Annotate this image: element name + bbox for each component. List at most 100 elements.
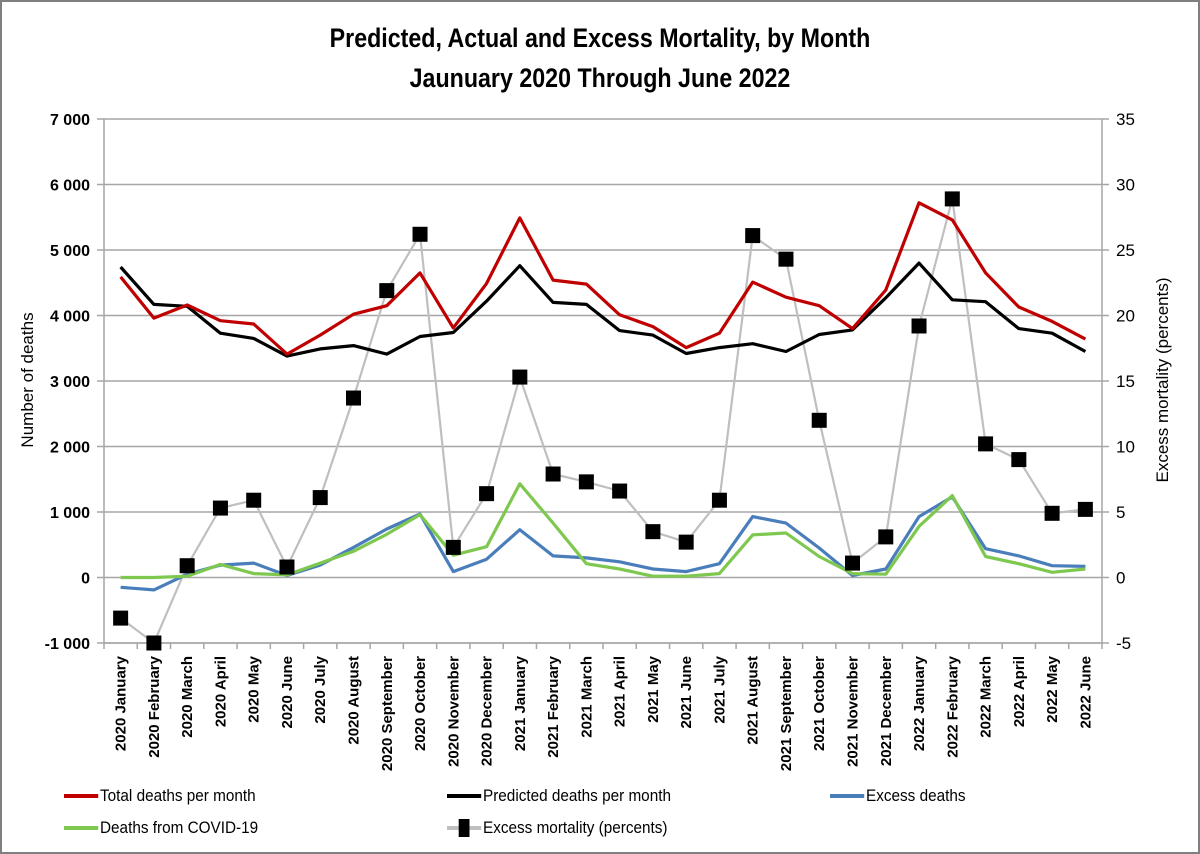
excess-percent-marker xyxy=(645,524,661,540)
x-category-label: 2020 December xyxy=(479,656,496,766)
series-line-excess-deaths xyxy=(120,495,1086,592)
legend-label: Deaths from COVID-19 xyxy=(100,818,259,837)
y-tick-label: 4 000 xyxy=(50,309,90,326)
x-category-label: 2021 January xyxy=(512,655,529,751)
excess-percent-marker xyxy=(212,500,228,516)
x-category-label: 2020 June xyxy=(279,656,296,729)
y2-tick-label: 0 xyxy=(1116,569,1125,588)
x-category-label: 2022 May xyxy=(1044,655,1061,722)
x-category-label: 2021 October xyxy=(811,656,828,751)
excess-percent-marker xyxy=(944,191,960,207)
excess-percent-marker xyxy=(346,390,361,406)
series-line-excess-mortality-percents xyxy=(119,197,1086,645)
y2-tick-label: 30 xyxy=(1116,176,1135,195)
x-category-label: 2021 May xyxy=(645,655,662,722)
excess-percent-marker xyxy=(445,539,461,555)
y-axis-label: Number of deaths xyxy=(18,312,37,447)
y2-tick-label: 35 xyxy=(1116,110,1135,129)
legend-swatch xyxy=(447,794,482,798)
x-category-label: 2021 March xyxy=(578,656,595,738)
x-category-label: 2021 December xyxy=(878,656,895,766)
series-line-total-deaths-per-month xyxy=(119,201,1087,356)
series-line-deaths-from-covid-19 xyxy=(120,482,1086,580)
x-category-label: 2022 January xyxy=(911,655,928,751)
x-category-label: 2020 February xyxy=(146,655,163,757)
y-tick-label: 2 000 xyxy=(50,440,90,457)
x-category-label: 2020 May xyxy=(246,655,263,722)
series-line-predicted-deaths-per-month xyxy=(119,261,1087,358)
y-tick-label: 1 000 xyxy=(50,505,90,522)
legend-item: Excess mortality (percents) xyxy=(447,818,668,838)
excess-percent-marker xyxy=(1077,501,1093,517)
y2-axis-label: Excess mortality (percents) xyxy=(1153,278,1172,483)
x-category-label: 2020 July xyxy=(312,655,329,723)
excess-percent-marker xyxy=(578,474,594,490)
excess-percent-marker xyxy=(545,466,561,482)
excess-percent-marker xyxy=(845,555,860,571)
y2-tick-label: 5 xyxy=(1116,503,1125,522)
x-category-label: 2020 March xyxy=(179,656,196,738)
legend-label: Predicted deaths per month xyxy=(483,786,671,805)
excess-percent-marker xyxy=(1044,505,1060,521)
y2-tick-label: -5 xyxy=(1116,634,1131,653)
chart-title-line-1: Predicted, Actual and Excess Mortality, … xyxy=(329,23,871,53)
excess-percent-marker xyxy=(279,559,295,575)
x-category-label: 2020 November xyxy=(445,656,462,767)
y-tick-label: 0 xyxy=(81,571,90,588)
x-category-label: 2021 April xyxy=(612,656,629,727)
excess-percent-marker xyxy=(146,635,162,651)
x-category-label: 2022 February xyxy=(944,655,961,757)
legend-square-marker-icon xyxy=(458,819,470,837)
excess-percent-marker xyxy=(711,492,727,508)
legend-label: Excess deaths xyxy=(866,786,966,805)
legend-swatch xyxy=(64,826,99,830)
x-category-label: 2020 August xyxy=(346,656,363,745)
x-axis-ticks: 2020 January 2020 February 2020 March 2020 … xyxy=(103,643,1103,771)
excess-percent-marker xyxy=(911,318,927,334)
y-tick-label: 6 000 xyxy=(50,178,90,195)
series-lines xyxy=(119,197,1087,645)
chart-title-line-2: Jaunuary 2020 Through June 2022 xyxy=(409,63,791,93)
x-category-label: 2021 September xyxy=(778,656,795,771)
x-category-label: 2021 February xyxy=(545,655,562,757)
legend-label: Excess mortality (percents) xyxy=(483,818,668,837)
x-category-label: 2021 November xyxy=(845,656,862,767)
x-category-label: 2020 September xyxy=(379,656,396,771)
excess-percent-marker xyxy=(778,251,794,267)
excess-percent-marker xyxy=(479,486,495,502)
x-category-label: 2020 October xyxy=(412,656,429,751)
x-category-label: 2021 June xyxy=(678,656,695,729)
legend-swatch xyxy=(447,819,482,837)
x-category-label: 2020 January xyxy=(113,655,130,751)
legend-item: Total deaths per month xyxy=(64,786,256,806)
x-category-label: 2021 July xyxy=(711,655,728,723)
legend-swatch xyxy=(64,794,99,798)
legend-item: Deaths from COVID-19 xyxy=(64,818,258,838)
excess-percent-marker xyxy=(312,490,328,506)
excess-percent-marker xyxy=(745,228,761,244)
right-axis-ticks: 35 30 25 20 15 10 5 0 -5 xyxy=(1116,110,1135,653)
y2-tick-label: 15 xyxy=(1116,372,1135,391)
excess-percent-marker xyxy=(113,610,129,626)
excess-percent-marker xyxy=(512,369,528,385)
excess-percent-marker xyxy=(246,492,262,508)
legend-item: Predicted deaths per month xyxy=(447,786,671,806)
excess-percent-marker xyxy=(379,283,395,299)
chart-title: Predicted, Actual and Excess Mortality, … xyxy=(84,18,1116,98)
excess-percent-marker xyxy=(678,534,694,550)
y-tick-label: 7 000 xyxy=(50,112,90,129)
y2-tick-label: 20 xyxy=(1116,307,1135,326)
x-category-label: 2022 April xyxy=(1011,656,1028,727)
legend-swatch xyxy=(830,794,865,798)
left-axis-ticks: 7 000 6 000 5 000 4 000 3 000 2 000 1 000 0 -1 0… xyxy=(45,112,90,653)
excess-percent-marker xyxy=(412,226,428,242)
x-category-label: 2020 April xyxy=(212,656,229,727)
y-tick-label: 3 000 xyxy=(50,374,90,391)
excess-percent-marker xyxy=(811,412,827,428)
excess-percent-markers xyxy=(113,191,1093,651)
legend-item: Excess deaths xyxy=(830,786,966,806)
excess-percent-marker xyxy=(612,483,628,499)
y2-tick-label: 10 xyxy=(1116,438,1135,457)
